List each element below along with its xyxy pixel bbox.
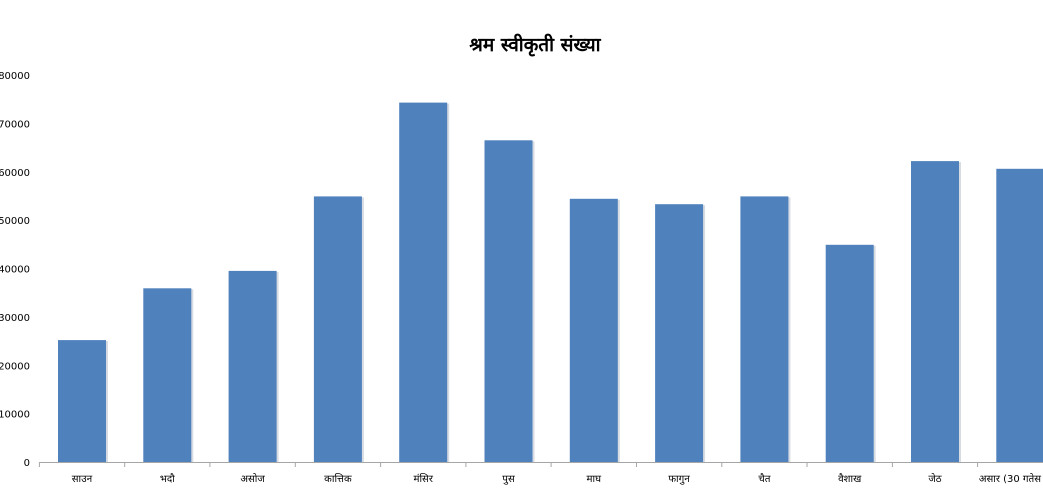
x-category-label: वैशाख: [838, 473, 862, 485]
x-category-label: पुस: [502, 474, 515, 485]
x-category-label: असार (30 गतेस: [979, 473, 1041, 485]
y-tick-label: 30000: [0, 313, 30, 324]
y-tick-label: 60000: [0, 168, 30, 179]
x-category-label: फागुन: [668, 474, 690, 485]
y-tick-label: 40000: [0, 265, 30, 276]
x-category-label: साउन: [72, 474, 93, 485]
bar: [825, 244, 874, 462]
y-axis-tick-labels: 0 10000 20000 30000 40000 50000 60000 70000 8000…: [0, 71, 30, 469]
bar: [228, 270, 277, 462]
bar: [399, 102, 448, 462]
y-tick-label: 70000: [0, 119, 30, 130]
x-axis-category-labels: साउन भदौ असोज कात्तिक मंसिर पुस माघ फागुन चैत वैश…: [72, 473, 1041, 485]
bar: [313, 196, 362, 462]
bar: [911, 161, 959, 462]
x-category-label: मंसिर: [413, 473, 433, 485]
bar: [569, 198, 618, 463]
x-category-label: जेठ: [928, 473, 941, 485]
y-tick-label: 20000: [0, 361, 30, 372]
x-category-label: माघ: [587, 474, 603, 485]
y-tick-label: 0: [24, 458, 30, 469]
chart-title: श्रम स्वीकृती संख्या: [469, 33, 601, 57]
bar: [143, 288, 192, 462]
bar: [740, 196, 789, 462]
bar: [484, 140, 533, 463]
x-category-label: कात्तिक: [324, 473, 352, 485]
bars-group: [58, 102, 1043, 463]
y-tick-label: 80000: [0, 71, 30, 82]
x-axis-ticks: [38, 462, 979, 467]
y-tick-label: 50000: [0, 216, 30, 227]
bar: [58, 340, 106, 462]
bar: [655, 204, 704, 462]
y-tick-label: 10000: [0, 410, 30, 421]
x-category-label: असोज: [240, 473, 265, 485]
bar: [996, 168, 1043, 463]
x-category-label: भदौ: [160, 473, 175, 485]
x-category-label: चैत: [758, 473, 770, 485]
